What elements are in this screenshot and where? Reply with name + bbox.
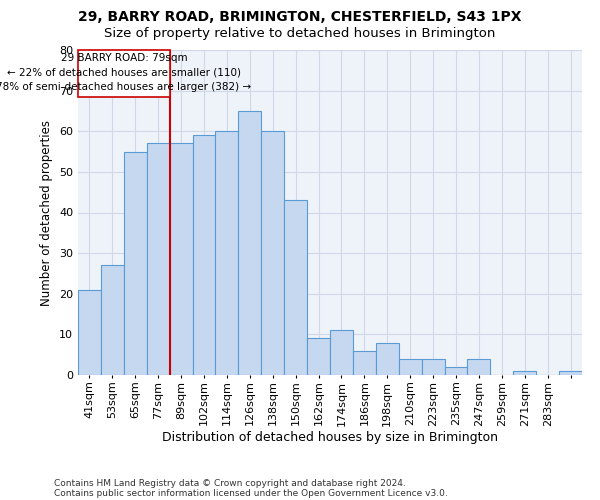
Bar xyxy=(353,350,376,375)
X-axis label: Distribution of detached houses by size in Brimington: Distribution of detached houses by size … xyxy=(162,431,498,444)
Bar xyxy=(238,111,261,375)
Bar xyxy=(261,131,284,375)
Bar xyxy=(284,200,307,375)
Bar xyxy=(147,144,170,375)
Bar xyxy=(78,290,101,375)
FancyBboxPatch shape xyxy=(78,50,170,96)
Text: Size of property relative to detached houses in Brimington: Size of property relative to detached ho… xyxy=(104,28,496,40)
Bar xyxy=(124,152,147,375)
Bar xyxy=(559,371,582,375)
Bar xyxy=(445,367,467,375)
Text: 29 BARRY ROAD: 79sqm: 29 BARRY ROAD: 79sqm xyxy=(61,53,187,63)
Bar xyxy=(101,266,124,375)
Text: 78% of semi-detached houses are larger (382) →: 78% of semi-detached houses are larger (… xyxy=(0,82,251,92)
Text: Contains HM Land Registry data © Crown copyright and database right 2024.: Contains HM Land Registry data © Crown c… xyxy=(54,478,406,488)
Bar xyxy=(193,136,215,375)
Bar xyxy=(422,359,445,375)
Bar xyxy=(330,330,353,375)
Bar xyxy=(376,342,399,375)
Y-axis label: Number of detached properties: Number of detached properties xyxy=(40,120,53,306)
Bar xyxy=(307,338,330,375)
Text: 29, BARRY ROAD, BRIMINGTON, CHESTERFIELD, S43 1PX: 29, BARRY ROAD, BRIMINGTON, CHESTERFIELD… xyxy=(78,10,522,24)
Text: Contains public sector information licensed under the Open Government Licence v3: Contains public sector information licen… xyxy=(54,488,448,498)
Bar xyxy=(170,144,193,375)
Bar xyxy=(399,359,422,375)
Bar xyxy=(215,131,238,375)
Bar xyxy=(513,371,536,375)
Bar xyxy=(467,359,490,375)
Text: ← 22% of detached houses are smaller (110): ← 22% of detached houses are smaller (11… xyxy=(7,68,241,78)
